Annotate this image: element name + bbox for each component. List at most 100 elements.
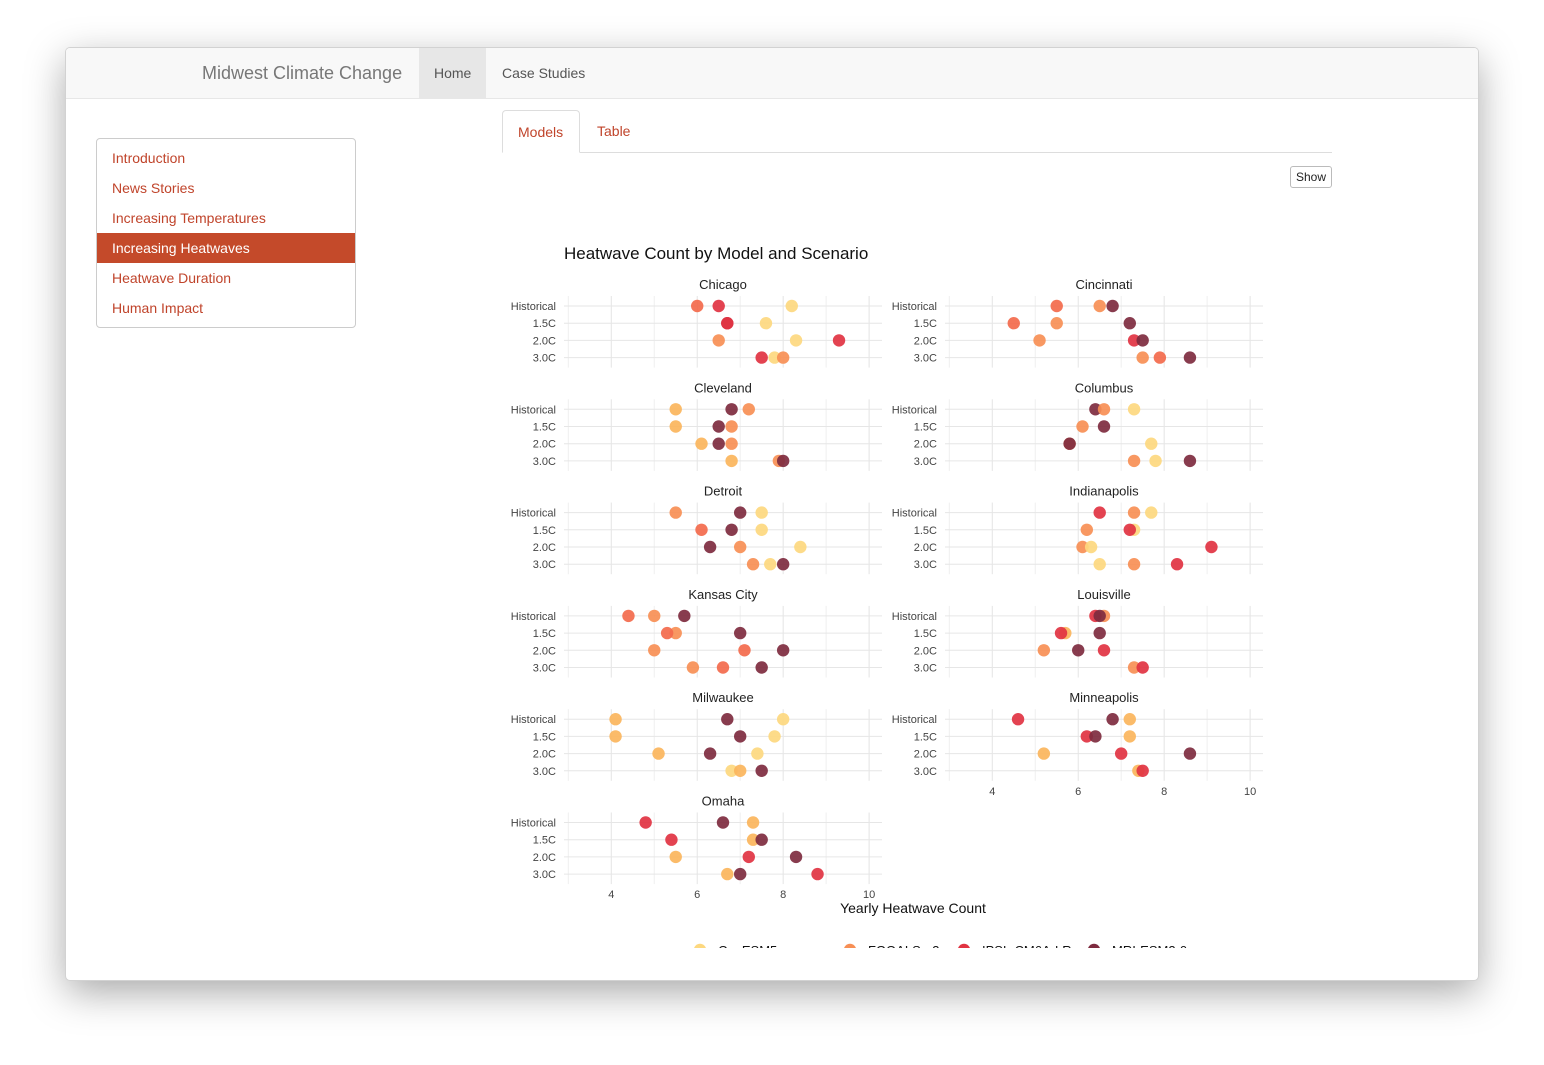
data-point-columbus: [1127, 403, 1141, 416]
data-point-omaha: [811, 867, 824, 881]
data-point-kansas-city: [755, 661, 768, 674]
panel-title-louisville: Louisville: [1077, 587, 1130, 602]
data-point-kansas-city: [733, 626, 747, 640]
y-tick-label: 3.0C: [533, 559, 556, 571]
data-point-chicago: [755, 351, 768, 364]
data-point-detroit: [733, 540, 747, 554]
tab-models[interactable]: Models: [502, 110, 580, 153]
data-point-omaha: [789, 850, 803, 864]
data-point-columbus: [1127, 454, 1141, 468]
sidebar-item-increasing-temperatures[interactable]: Increasing Temperatures: [112, 210, 266, 226]
sidebar-item-increasing-heatwaves[interactable]: Increasing Heatwaves: [97, 233, 355, 263]
data-point-milwaukee: [733, 764, 747, 777]
y-tick-label: 2.0C: [914, 335, 937, 347]
sidebar-item-introduction[interactable]: Introduction: [112, 150, 186, 166]
data-point-kansas-city: [716, 661, 730, 674]
data-point-cincinnati: [1183, 351, 1197, 364]
y-tick-label: Historical: [511, 611, 556, 623]
navbar: Midwest Climate Change Home Case Studies: [66, 48, 1478, 99]
y-tick-label: Historical: [892, 611, 937, 623]
data-point-cincinnati: [1050, 299, 1063, 313]
y-tick-label: Historical: [511, 508, 556, 520]
data-point-chicago: [712, 299, 725, 313]
data-point-milwaukee: [755, 764, 768, 777]
data-point-milwaukee: [609, 713, 622, 726]
data-point-milwaukee: [721, 713, 734, 726]
legend-label: MRI-ESM2-0: [1112, 943, 1187, 948]
y-tick-label: 3.0C: [914, 353, 937, 365]
data-point-chicago: [832, 334, 846, 347]
panel-title-indianapolis: Indianapolis: [1069, 484, 1139, 499]
y-tick-label: Historical: [892, 301, 937, 313]
nav-home[interactable]: Home: [419, 48, 487, 98]
data-point-louisville: [1072, 644, 1085, 657]
data-point-kansas-city: [648, 644, 661, 657]
data-point-detroit: [669, 506, 682, 519]
data-point-indianapolis: [1123, 523, 1136, 536]
y-tick-label: 1.5C: [533, 318, 556, 330]
y-tick-label: Historical: [511, 404, 556, 416]
data-point-cleveland: [712, 420, 725, 433]
data-point-minneapolis: [1011, 713, 1025, 726]
data-point-indianapolis: [1076, 540, 1089, 554]
data-point-milwaukee: [652, 747, 665, 760]
y-tick-label: 3.0C: [533, 663, 556, 675]
data-point-omaha: [716, 816, 730, 829]
data-point-chicago: [691, 299, 704, 313]
data-point-louisville: [1136, 661, 1149, 674]
data-point-louisville: [1093, 609, 1106, 623]
x-tick-label: 8: [1161, 786, 1167, 798]
data-point-minneapolis: [1136, 764, 1149, 777]
y-tick-label: 3.0C: [533, 456, 556, 468]
data-point-detroit: [703, 540, 717, 554]
brand-title[interactable]: Midwest Climate Change: [202, 63, 403, 83]
data-point-omaha: [669, 850, 682, 864]
data-point-omaha: [746, 816, 760, 829]
panel-title-columbus: Columbus: [1075, 380, 1134, 395]
data-point-milwaukee: [776, 713, 790, 726]
data-point-cincinnati: [1136, 351, 1149, 364]
data-point-cincinnati: [1127, 334, 1141, 347]
data-point-louisville: [1037, 644, 1051, 657]
data-point-milwaukee: [703, 747, 717, 760]
data-point-minneapolis: [1123, 713, 1136, 726]
chart-title: Heatwave Count by Model and Scenario: [564, 244, 868, 263]
data-point-cleveland: [725, 454, 738, 468]
data-point-cleveland: [725, 437, 738, 450]
x-tick-label: 8: [780, 889, 786, 901]
y-tick-label: 3.0C: [533, 353, 556, 365]
show-button[interactable]: Show: [1290, 166, 1332, 188]
data-point-omaha: [665, 833, 678, 846]
y-tick-label: Historical: [511, 714, 556, 726]
legend-label: FGOALS-g3: [868, 943, 940, 948]
data-point-detroit: [755, 506, 768, 519]
y-tick-label: 1.5C: [914, 525, 937, 537]
x-tick-label: 6: [1075, 786, 1081, 798]
data-point-milwaukee: [768, 730, 781, 743]
data-point-chicago: [768, 351, 781, 364]
y-tick-label: Historical: [511, 818, 556, 830]
y-tick-label: Historical: [511, 301, 556, 313]
data-point-chicago: [712, 334, 725, 347]
nav-case-studies[interactable]: Case Studies: [502, 65, 586, 81]
tab-table[interactable]: Table: [597, 123, 631, 139]
y-tick-label: Historical: [892, 714, 937, 726]
x-tick-label: 10: [1244, 786, 1256, 798]
data-point-indianapolis: [1170, 558, 1184, 571]
data-point-minneapolis: [1123, 730, 1136, 743]
y-tick-label: 2.0C: [533, 542, 556, 554]
sidebar-item-news-stories[interactable]: News Stories: [112, 180, 195, 196]
sidebar-item-human-impact[interactable]: Human Impact: [112, 300, 204, 316]
panel-title-detroit: Detroit: [704, 484, 743, 499]
y-tick-label: 3.0C: [914, 456, 937, 468]
sidebar-item-heatwave-duration[interactable]: Heatwave Duration: [112, 270, 232, 286]
data-point-cincinnati: [1136, 334, 1149, 347]
data-point-kansas-city: [660, 626, 674, 640]
data-point-cincinnati: [1007, 317, 1020, 330]
data-point-chicago: [785, 299, 798, 313]
panel-title-milwaukee: Milwaukee: [692, 690, 753, 705]
data-point-cincinnati: [1153, 351, 1167, 364]
data-point-detroit: [755, 523, 768, 536]
data-point-detroit: [776, 558, 790, 571]
data-point-indianapolis: [1145, 506, 1158, 519]
